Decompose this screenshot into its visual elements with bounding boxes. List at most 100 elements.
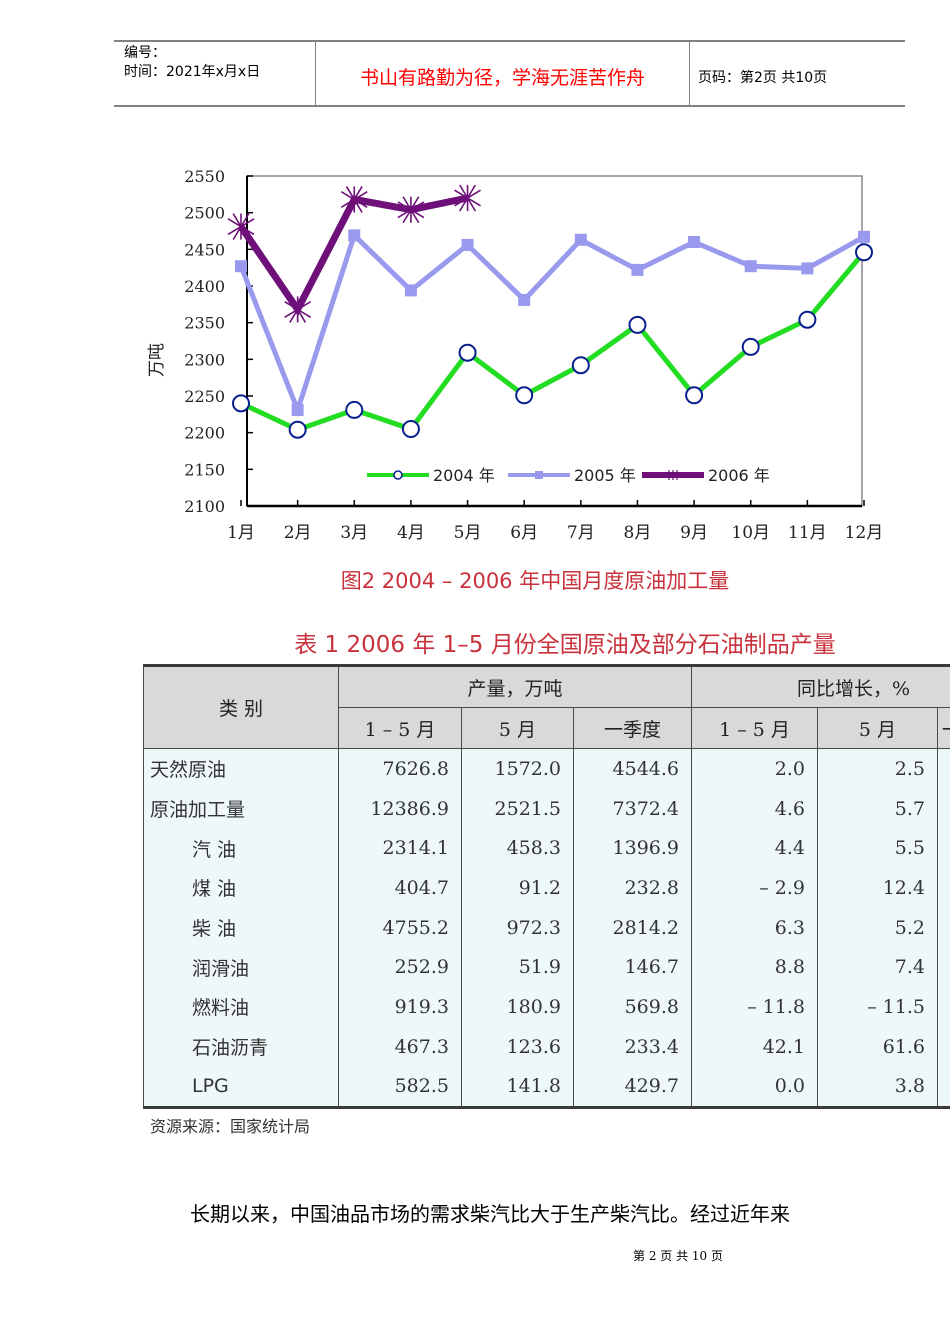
data-point [858,230,870,243]
table-row: 燃料油 919.3 180.9 569.8– 11.8– 11.5 [143,987,950,1027]
header-growth-group: 同比增长，% [690,664,950,708]
data-point [855,243,873,262]
data-point [232,394,250,413]
x-tick-label: 7月 [567,523,595,543]
cell-value: 1396.9 [573,828,692,869]
y-tick-label: 2450 [184,240,225,259]
data-point [404,284,417,297]
cell-value: 4755.2 [338,907,462,948]
row-category: 原油加工量 [143,788,339,829]
data-point [631,263,644,276]
series-2 [227,184,481,323]
y-tick-label: 2250 [184,387,225,406]
cell-value [936,907,950,948]
table-row: 柴 油 4755.2 972.3 2814.2 6.3 5.2 [143,907,950,948]
x-tick-label: 5月 [454,523,482,543]
x-tick-label: 11月 [788,523,827,543]
data-point [801,262,814,275]
x-tick-label: 4月 [397,523,425,543]
cell-value: 252.9 [338,947,462,988]
cell-value: 12.4 [817,868,938,908]
data-point [515,386,534,405]
y-tick-label: 2200 [184,424,225,443]
cell-value: 404.7 [338,868,462,908]
cell-value [936,987,950,1027]
subheader: 1 – 5 月 [691,707,818,749]
data-point [348,229,361,242]
cell-value: 7626.8 [338,748,462,789]
cell-value: – 11.8 [691,987,818,1027]
data-point [461,238,474,251]
cell-value: 6.3 [691,907,818,948]
x-tick-label: 12月 [845,523,884,543]
cell-value [936,947,950,988]
cell-value: 5.7 [817,788,938,829]
cell-value: 180.9 [461,987,574,1027]
row-category: 柴 油 [143,907,339,948]
x-tick-label: 9月 [680,523,708,543]
cell-value: – 11.5 [817,987,938,1027]
cell-value: 7372.4 [573,788,692,829]
data-point [688,236,701,248]
cell-value: 5.2 [817,907,938,948]
data-point [574,233,587,246]
cell-value: 467.3 [338,1026,462,1067]
cell-value: 0.0 [691,1066,818,1110]
row-category: 煤 油 [143,868,339,908]
cell-value: 3.8 [817,1066,938,1110]
data-point [518,293,531,306]
x-tick-label: 1月 [227,523,255,543]
y-tick-label: 2150 [184,460,225,479]
cell-value: 123.6 [461,1026,574,1067]
row-category: 润滑油 [143,947,339,988]
header-category: 类 别 [143,664,339,749]
cell-value: 919.3 [338,987,462,1027]
figure-caption: 图2 2004 – 2006 年中国月度原油加工量 [340,569,730,593]
y-tick-label: 2300 [184,350,225,369]
cell-value: 2314.1 [338,828,462,869]
cell-value: 7.4 [817,947,938,988]
header-page-info: 页码：第2页 共10页 [698,69,828,86]
cell-value: 4.6 [691,788,818,829]
chart-canvas: 2100 2150 2200 2250 2300 2350 2400 2450 2500 2550… [147,167,884,543]
y-tick-label: 2100 [184,497,225,516]
cell-value: 146.7 [573,947,692,988]
subheader: 一 [936,707,950,749]
series-1 [235,229,870,418]
row-category: 石油沥青 [143,1026,339,1067]
legend-label: 2006 年 [708,466,770,485]
cell-value: 233.4 [573,1026,692,1067]
data-point [458,343,477,362]
cell-value: 232.8 [573,868,692,908]
legend-label: 2005 年 [574,466,636,485]
cell-value: 2.5 [817,748,938,789]
cell-value: 582.5 [338,1066,462,1110]
data-point [571,356,590,375]
y-tick-label: 2350 [184,314,225,333]
subheader: 一季度 [573,707,692,749]
time-label: 时间：2021年x月x日 [124,64,261,80]
y-tick-label: 2550 [184,167,225,186]
table-row: 原油加工量 12386.9 2521.5 7372.4 4.6 5.7 [143,788,950,829]
table-row: 煤 油 404.7 91.2 232.8– 2.9 12.4 [143,868,950,908]
legend-label: 2004 年 [433,466,495,485]
data-point [345,400,364,419]
cell-value: 2814.2 [573,907,692,948]
cell-value: 4544.6 [573,748,692,789]
cell-value: 569.8 [573,987,692,1027]
data-point [685,386,704,405]
x-tick-label: 6月 [510,523,538,543]
table-caption: 表 1 2006 年 1–5 月份全国原油及部分石油制品产量 [294,632,836,658]
data-point [744,260,757,273]
cell-value [936,1026,950,1067]
data-point [288,420,307,439]
cell-value: – 2.9 [691,868,818,908]
series-0 [232,243,873,439]
header-meta: 编号： 时间：2021年x月x日 [114,42,316,105]
number-label: 编号： [124,45,166,61]
cell-value: 12386.9 [338,788,462,829]
cell-value [936,788,950,829]
table-row: 润滑油 252.9 51.9 146.7 8.8 7.4 [143,947,950,988]
row-category: 汽 油 [143,828,339,869]
data-point [291,403,304,416]
